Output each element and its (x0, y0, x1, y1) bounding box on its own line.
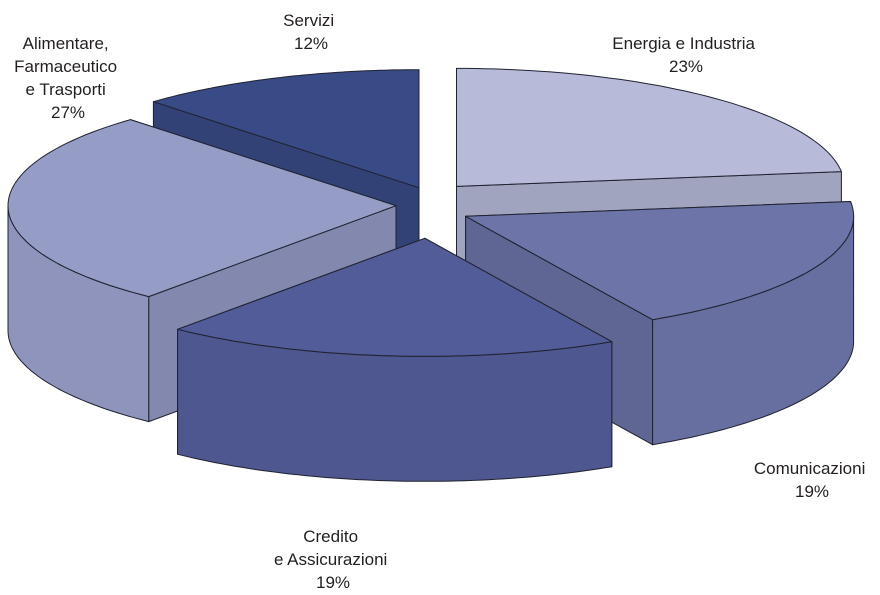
slice-label-alimentare-farmaceutico-e-trasporti: Alimentare, Farmaceutico e Trasporti 27% (14, 34, 122, 122)
slice-top-servizi (152, 69, 420, 189)
slice-label-comunicazioni-line-1: Comunicazioni (754, 459, 866, 478)
slice-top-energia-e-industria (456, 67, 842, 187)
slice-label-energia-e-industria-line-1: Energia e Industria (612, 34, 755, 53)
slice-label-servizi-line-1: Servizi (283, 11, 334, 30)
slice-credito-e-assicurazioni (177, 237, 613, 482)
slice-value-alimentare-farmaceutico-e-trasporti: 27% (51, 103, 85, 122)
slice-top-alimentare-farmaceutico-e-trasporti (7, 119, 397, 298)
slice-label-credito-e-assicurazioni-line-1: Credito (303, 527, 358, 546)
slice-label-energia-e-industria: Energia e Industria 23% (612, 34, 759, 76)
slice-value-energia-e-industria: 23% (669, 57, 703, 76)
slice-label-comunicazioni: Comunicazioni 19% (754, 459, 870, 501)
slice-label-credito-e-assicurazioni-line-2: e Assicurazioni (274, 550, 387, 569)
slice-label-alimentare-farmaceutico-e-trasporti-line-2: Farmaceutico (14, 57, 117, 76)
slice-top-credito-e-assicurazioni (177, 237, 613, 357)
slice-label-alimentare-farmaceutico-e-trasporti-line-1: Alimentare, (23, 34, 109, 53)
slice-label-servizi: Servizi 12% (283, 11, 339, 53)
slice-label-credito-e-assicurazioni: Credito e Assicurazioni 19% (274, 527, 392, 592)
pie-slices (7, 67, 855, 482)
slice-value-credito-e-assicurazioni: 19% (316, 573, 350, 592)
slice-value-comunicazioni: 19% (795, 482, 829, 501)
slice-label-alimentare-farmaceutico-e-trasporti-line-3: e Trasporti (25, 80, 105, 99)
slice-value-servizi: 12% (294, 34, 328, 53)
slice-top-comunicazioni (465, 201, 855, 321)
